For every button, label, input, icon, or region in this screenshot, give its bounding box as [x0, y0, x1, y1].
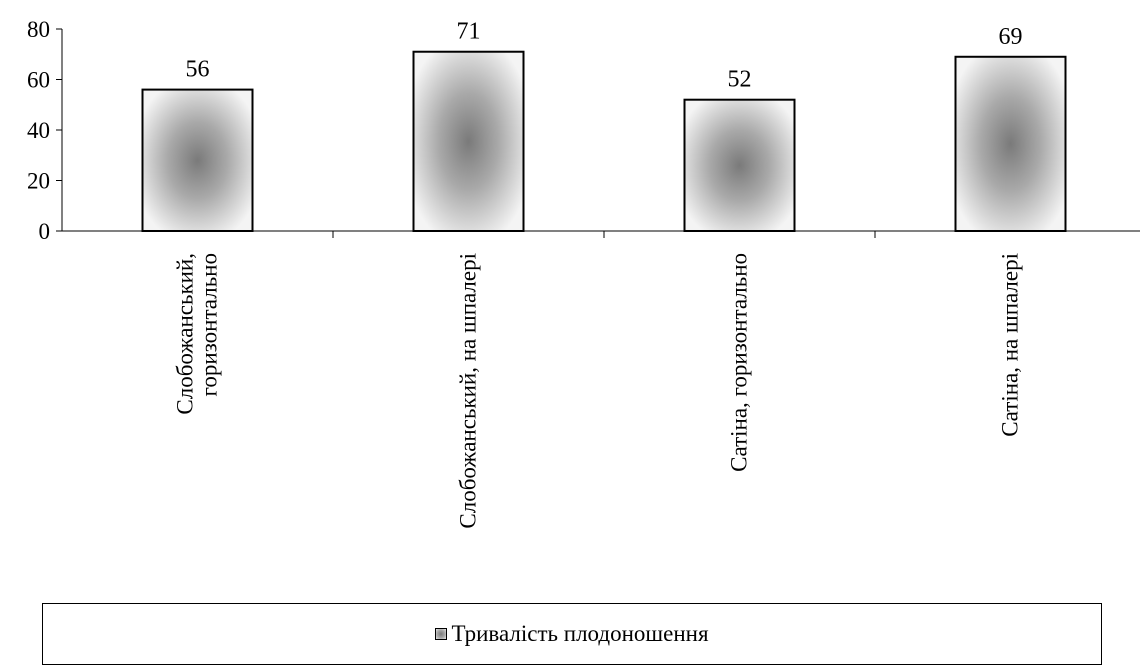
data-label: 71: [457, 19, 481, 45]
legend: Тривалість плодоношення: [42, 603, 1102, 665]
data-label: 69: [999, 24, 1023, 50]
bar: [683, 98, 796, 232]
y-tick-label: 40: [27, 118, 50, 143]
y-tick-label: 80: [27, 17, 50, 42]
bar: [954, 55, 1067, 233]
legend-swatch: [435, 628, 448, 640]
x-category-label: Сатіна, на шпалері: [998, 253, 1023, 437]
legend-label: Тривалість плодоношення: [451, 621, 709, 646]
y-tick-label: 60: [27, 68, 50, 93]
x-category-label: Слобожанський, на шпалері: [456, 253, 481, 529]
x-category-label: Слобожанський,: [173, 253, 198, 415]
bar: [141, 88, 254, 232]
x-category-label: Сатіна, горизонтально: [727, 253, 752, 472]
bars: [141, 50, 1067, 233]
x-category-label: горизонтально: [197, 253, 222, 396]
data-label: 56: [186, 57, 210, 83]
labels: 56 Слобожанський, горизонтально 71 Слобожанс…: [173, 19, 1023, 529]
data-label: 52: [728, 67, 752, 93]
y-tick-label: 20: [27, 169, 50, 194]
bar: [412, 50, 525, 232]
y-tick-label: 0: [39, 219, 51, 244]
